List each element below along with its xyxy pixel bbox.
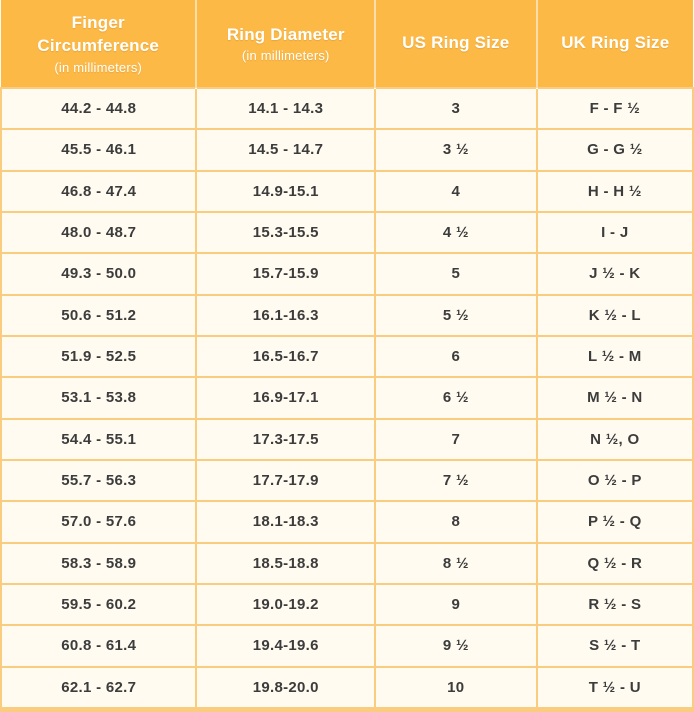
finger-circumference-cell: 55.7 - 56.3 xyxy=(0,458,198,503)
ring-diameter-cell: 16.9-17.1 xyxy=(195,376,377,420)
uk-ring-size-cell: N ½, O xyxy=(535,417,694,461)
table-row: 54.4 - 55.1 17.3-17.5 7 N ½, O xyxy=(0,417,694,461)
ring-diameter-cell: 16.5-16.7 xyxy=(195,334,377,379)
table-row: 57.0 - 57.6 18.1-18.3 8 P ½ - Q xyxy=(0,500,694,544)
finger-circumference-cell: 53.1 - 53.8 xyxy=(0,376,198,420)
uk-ring-size-cell: R ½ - S xyxy=(535,582,694,627)
us-ring-size-cell: 4 ½ xyxy=(374,210,538,255)
us-ring-size-cell: 5 xyxy=(374,252,538,296)
ring-diameter-cell: 19.0-19.2 xyxy=(195,582,377,627)
us-ring-size-cell: 6 xyxy=(374,334,538,379)
us-ring-size-cell: 3 ½ xyxy=(374,128,538,172)
header-title: US Ring Size xyxy=(402,33,510,53)
header-ring-diameter: Ring Diameter (in millimeters) xyxy=(195,0,376,88)
table-row: 46.8 - 47.4 14.9-15.1 4 H - H ½ xyxy=(0,169,694,213)
finger-circumference-cell: 51.9 - 52.5 xyxy=(0,334,198,379)
us-ring-size-cell: 4 xyxy=(374,169,538,213)
header-title: Ring Diameter xyxy=(226,24,345,44)
table-row: 49.3 - 50.0 15.7-15.9 5 J ½ - K xyxy=(0,252,694,296)
us-ring-size-cell: 8 xyxy=(374,500,538,544)
ring-diameter-cell: 14.1 - 14.3 xyxy=(195,86,377,131)
finger-circumference-cell: 44.2 - 44.8 xyxy=(0,86,198,131)
table-row: 51.9 - 52.5 16.5-16.7 6 L ½ - M xyxy=(0,334,694,379)
uk-ring-size-cell: T ½ - U xyxy=(535,665,694,710)
finger-circumference-cell: 57.0 - 57.6 xyxy=(0,500,198,544)
us-ring-size-cell: 8 ½ xyxy=(374,541,538,585)
table-row: 44.2 - 44.8 14.1 - 14.3 3 F - F ½ xyxy=(0,86,694,131)
finger-circumference-cell: 49.3 - 50.0 xyxy=(0,252,198,296)
finger-circumference-cell: 58.3 - 58.9 xyxy=(0,541,198,585)
header-row: Finger Circumference (in millimeters) Ri… xyxy=(1,0,693,88)
header-title: UK Ring Size xyxy=(561,33,670,53)
ring-diameter-cell: 15.3-15.5 xyxy=(195,210,377,255)
ring-diameter-cell: 16.1-16.3 xyxy=(195,293,377,337)
uk-ring-size-cell: K ½ - L xyxy=(535,293,694,337)
uk-ring-size-cell: F - F ½ xyxy=(535,86,694,131)
us-ring-size-cell: 7 ½ xyxy=(374,458,538,503)
us-ring-size-cell: 3 xyxy=(374,86,538,131)
header-finger-circumference: Finger Circumference (in millimeters) xyxy=(1,0,197,88)
uk-ring-size-cell: M ½ - N xyxy=(535,376,694,420)
uk-ring-size-cell: L ½ - M xyxy=(535,334,694,379)
uk-ring-size-cell: Q ½ - R xyxy=(535,541,694,585)
finger-circumference-cell: 50.6 - 51.2 xyxy=(0,293,198,337)
header-uk-ring-size: UK Ring Size xyxy=(535,0,693,88)
us-ring-size-cell: 9 xyxy=(374,582,538,627)
ring-diameter-cell: 17.3-17.5 xyxy=(195,417,377,461)
finger-circumference-cell: 62.1 - 62.7 xyxy=(0,665,198,710)
table-body: 44.2 - 44.8 14.1 - 14.3 3 F - F ½ 45.5 - 46.… xyxy=(0,86,694,710)
finger-circumference-cell: 60.8 - 61.4 xyxy=(0,624,198,668)
ring-diameter-cell: 15.7-15.9 xyxy=(195,252,377,296)
us-ring-size-cell: 10 xyxy=(374,665,538,710)
ring-diameter-cell: 19.4-19.6 xyxy=(195,624,377,668)
ring-diameter-cell: 18.1-18.3 xyxy=(195,500,377,544)
finger-circumference-cell: 59.5 - 60.2 xyxy=(0,582,198,627)
uk-ring-size-cell: H - H ½ xyxy=(535,169,694,213)
ring-diameter-cell: 17.7-17.9 xyxy=(195,458,377,503)
table-row: 62.1 - 62.7 19.8-20.0 10 T ½ - U xyxy=(0,665,694,710)
ring-diameter-cell: 19.8-20.0 xyxy=(195,665,377,710)
finger-circumference-cell: 46.8 - 47.4 xyxy=(0,169,198,213)
finger-circumference-cell: 48.0 - 48.7 xyxy=(0,210,198,255)
us-ring-size-cell: 7 xyxy=(374,417,538,461)
header-us-ring-size: US Ring Size xyxy=(374,0,537,88)
uk-ring-size-cell: P ½ - Q xyxy=(535,500,694,544)
uk-ring-size-cell: O ½ - P xyxy=(535,458,694,503)
finger-circumference-cell: 45.5 - 46.1 xyxy=(0,128,198,172)
finger-circumference-cell: 54.4 - 55.1 xyxy=(0,417,198,461)
header-subtitle: (in millimeters) xyxy=(54,59,143,75)
us-ring-size-cell: 6 ½ xyxy=(374,376,538,420)
table-row: 59.5 - 60.2 19.0-19.2 9 R ½ - S xyxy=(0,582,694,627)
ring-diameter-cell: 14.5 - 14.7 xyxy=(195,128,377,172)
uk-ring-size-cell: G - G ½ xyxy=(535,128,694,172)
ring-diameter-cell: 18.5-18.8 xyxy=(195,541,377,585)
uk-ring-size-cell: I - J xyxy=(535,210,694,255)
header-title: Finger Circumference xyxy=(37,13,160,55)
table-header: Finger Circumference (in millimeters) Ri… xyxy=(1,0,693,88)
header-subtitle: (in millimeters) xyxy=(241,48,330,64)
uk-ring-size-cell: J ½ - K xyxy=(535,252,694,296)
uk-ring-size-cell: S ½ - T xyxy=(535,624,694,668)
us-ring-size-cell: 5 ½ xyxy=(374,293,538,337)
us-ring-size-cell: 9 ½ xyxy=(374,624,538,668)
ring-diameter-cell: 14.9-15.1 xyxy=(195,169,377,213)
